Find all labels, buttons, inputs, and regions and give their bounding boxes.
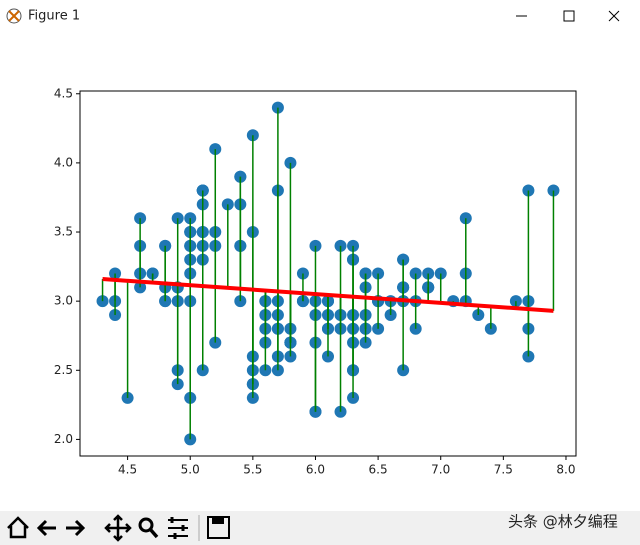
x-tick-label: 5.5 xyxy=(243,463,262,477)
y-tick-label: 2.5 xyxy=(54,363,73,377)
plot-area: 4.5 5.0 5.5 6.0 6.5 7.0 7.5 8.0 2.0 2.5 3.0 3.5 4.0 4… xyxy=(54,86,576,476)
save-icon-detail xyxy=(212,517,224,524)
axes-frame xyxy=(79,90,577,457)
back-button[interactable] xyxy=(36,519,56,537)
pan-button[interactable] xyxy=(104,514,132,542)
home-button[interactable] xyxy=(7,516,29,539)
y-tick-label: 4.5 xyxy=(54,86,73,100)
x-tick-label: 6.0 xyxy=(306,463,325,477)
x-tick-label: 7.5 xyxy=(494,463,513,477)
y-tick-label: 2.0 xyxy=(54,432,73,446)
maximize-button[interactable] xyxy=(563,10,575,22)
close-button[interactable] xyxy=(608,10,620,22)
configure-sliders xyxy=(170,517,185,539)
zoom-handle xyxy=(148,527,159,539)
toolbar: 头条 @林夕编程 xyxy=(0,511,640,545)
x-tick-label: 4.5 xyxy=(118,463,137,477)
title-bar: Figure 1 xyxy=(6,8,620,24)
zoom-button[interactable] xyxy=(138,517,154,533)
y-tick-label: 3.0 xyxy=(54,294,73,308)
y-tick-label: 4.0 xyxy=(54,155,73,169)
fit-line xyxy=(102,277,554,313)
window-title: Figure 1 xyxy=(28,9,80,24)
x-tick-label: 5.0 xyxy=(181,463,200,477)
watermark: 头条 @林夕编程 xyxy=(508,513,618,531)
forward-button[interactable] xyxy=(66,519,86,537)
x-tick-label: 8.0 xyxy=(556,463,575,477)
x-tick-label: 7.0 xyxy=(431,463,450,477)
x-tick-label: 6.5 xyxy=(369,463,388,477)
y-tick-label: 3.5 xyxy=(54,225,73,239)
app-icon-mark xyxy=(8,10,20,22)
